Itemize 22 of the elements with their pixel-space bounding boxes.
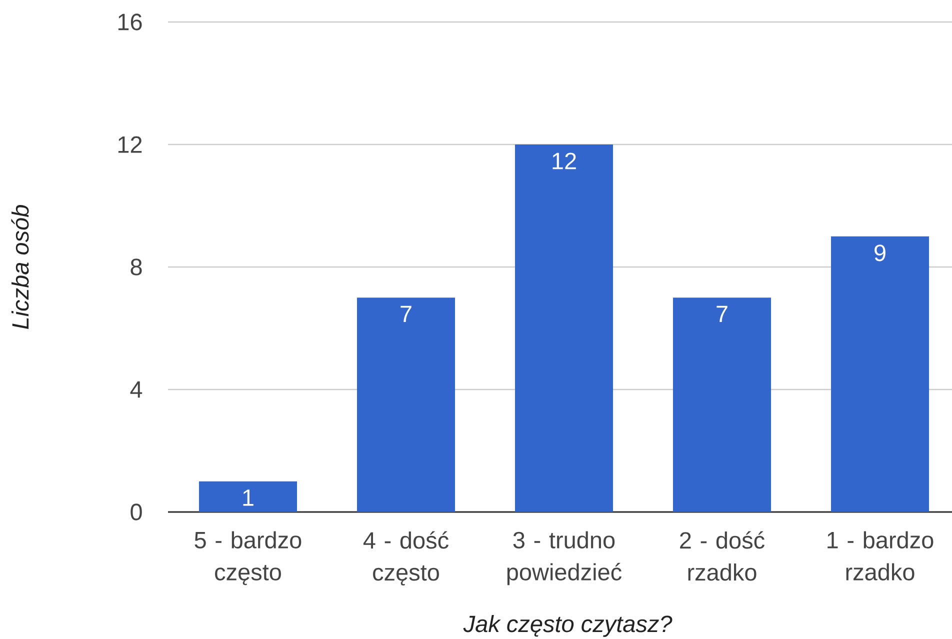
data-label: 1 <box>243 490 254 506</box>
y-tick-label: 0 <box>130 504 142 520</box>
x-tick-label: 2 - dość rzadko <box>680 531 764 581</box>
y-axis-title: Liczba osób <box>11 205 29 329</box>
bar <box>831 236 930 512</box>
bar <box>673 298 772 512</box>
y-tick-label: 12 <box>118 136 142 153</box>
bar <box>356 298 456 512</box>
data-label: 7 <box>716 306 728 322</box>
x-tick-label: 3 - trudno powiedzieć <box>507 531 622 586</box>
y-tick-label: 16 <box>118 14 142 30</box>
x-tick-label: 5 - bardzo często <box>194 531 302 586</box>
data-label: 9 <box>874 244 886 262</box>
y-tick-label: 8 <box>130 258 142 276</box>
x-axis-title: Jak często czytasz? <box>463 614 672 637</box>
y-tick-label: 4 <box>130 381 142 398</box>
data-label: 12 <box>552 152 576 170</box>
bar <box>198 481 297 512</box>
data-label: 7 <box>400 306 412 322</box>
x-tick-label: 1 - bardzo rzadko <box>828 531 934 580</box>
bar <box>515 144 614 512</box>
x-tick-label: 4 - dość często <box>363 531 448 586</box>
